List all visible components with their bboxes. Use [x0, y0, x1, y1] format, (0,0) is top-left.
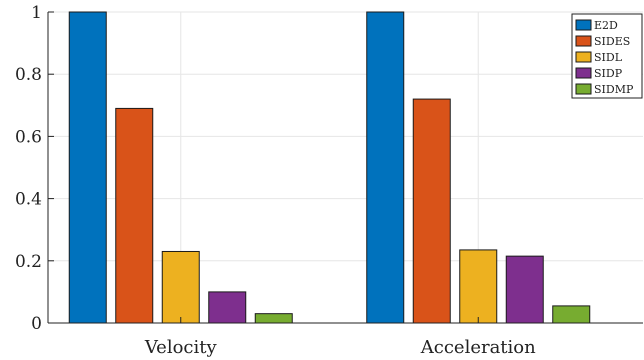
bar-sidmp-velocity: [254, 313, 293, 324]
bar-e2d-acceleration: [366, 11, 405, 324]
legend-label-sides: SIDES: [594, 35, 630, 48]
legend-swatch-sides: [575, 35, 592, 47]
y-tick-label: 1: [31, 3, 42, 23]
legend-label-sidl: SIDL: [594, 51, 623, 64]
bar-sides-acceleration: [412, 98, 451, 324]
x-category-labels: Velocity Acceleration: [144, 337, 536, 358]
legend-label-sidp: SIDP: [594, 67, 623, 80]
legend: E2D SIDES SIDL SIDP SIDMP: [571, 13, 643, 99]
y-tick-label: 0.6: [15, 127, 42, 147]
y-tick-label: 0.2: [15, 252, 42, 272]
legend-swatch-sidp: [575, 67, 592, 79]
legend-swatch-sidl: [575, 51, 592, 63]
bar-sides-velocity: [115, 107, 154, 324]
legend-label-sidmp: SIDMP: [594, 83, 634, 96]
bar-sidp-velocity: [208, 291, 247, 324]
y-tick-labels: 0 0.2 0.4 0.6 0.8 1: [15, 3, 42, 334]
y-tick-label: 0.8: [15, 65, 42, 85]
bars: [68, 11, 591, 324]
x-category-label: Velocity: [144, 337, 218, 358]
bar-sidp-acceleration: [505, 255, 544, 324]
bar-sidmp-acceleration: [552, 305, 591, 324]
legend-label-e2d: E2D: [594, 19, 618, 32]
legend-swatch-sidmp: [575, 83, 592, 95]
y-tick-label: 0.4: [15, 190, 42, 210]
bar-e2d-velocity: [68, 11, 107, 324]
axes: [47, 11, 643, 324]
x-category-label: Acceleration: [420, 337, 536, 358]
bar-sidl-velocity: [161, 250, 200, 324]
y-tick-label: 0: [31, 314, 42, 334]
bar-sidl-acceleration: [459, 249, 498, 324]
legend-swatch-e2d: [575, 19, 592, 31]
